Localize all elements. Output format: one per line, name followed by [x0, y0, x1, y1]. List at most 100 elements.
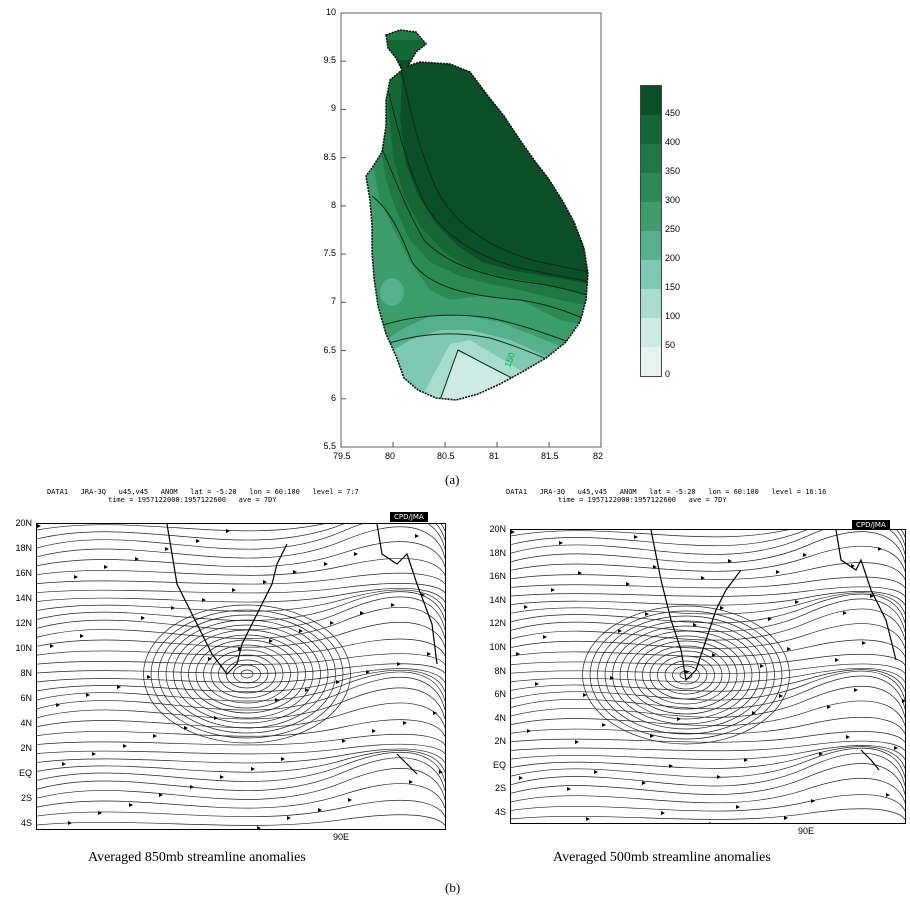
lat-label: 20N [15, 518, 32, 528]
vortex-ring [642, 645, 730, 705]
flow-arrow [117, 685, 121, 689]
flow-arrow [184, 726, 188, 730]
left-streamline-plot [36, 523, 446, 830]
lat-label: 18N [489, 547, 506, 558]
flow-arrow [752, 711, 756, 715]
vortex-ring [195, 639, 299, 709]
streamline [511, 530, 905, 538]
streamline [37, 719, 445, 737]
colorbar-cell [641, 231, 661, 260]
streamline [37, 541, 445, 568]
streamline [511, 808, 905, 820]
left-cpd-badge: CPD/JMA [390, 512, 428, 522]
streamline [511, 586, 905, 597]
flow-arrow [397, 662, 401, 666]
flow-arrow [74, 575, 78, 579]
colorbar-label: 50 [665, 340, 676, 350]
streamline [511, 593, 905, 624]
flow-arrow [190, 785, 194, 789]
flow-arrow [878, 547, 882, 551]
streamline [37, 558, 445, 576]
flow-arrow [56, 703, 60, 707]
vortex-ring [165, 619, 329, 729]
streamline [511, 745, 905, 760]
coastline [365, 29, 589, 401]
lat-label: 2N [20, 743, 32, 753]
flow-arrow [661, 811, 665, 815]
flow-arrow [511, 530, 515, 534]
flow-arrow [870, 594, 874, 598]
flow-arrow [336, 680, 340, 684]
flow-arrow [153, 734, 157, 738]
streamline [37, 669, 445, 693]
flow-arrow [701, 576, 705, 580]
flow-arrow [415, 534, 419, 538]
lat-label: EQ [492, 759, 506, 770]
streamline [511, 675, 905, 710]
y-tick-label: 7 [330, 296, 336, 307]
lat-label: 6N [20, 693, 32, 703]
streamline [511, 591, 905, 606]
flow-arrow [287, 816, 291, 820]
flow-arrow [776, 570, 780, 574]
flow-arrow [669, 764, 673, 768]
streamline [511, 716, 905, 735]
streamline [511, 663, 905, 674]
lat-label: 4S [20, 818, 32, 828]
y-tick-label: 10 [325, 7, 336, 17]
streamline [37, 748, 445, 764]
contour-label: 150 [502, 351, 517, 369]
streamline [511, 639, 905, 658]
streamline [37, 783, 445, 809]
vortex-ring [672, 665, 700, 685]
streamline [511, 545, 905, 572]
right-lon-label: 90E [798, 826, 815, 836]
flow-arrow [171, 606, 175, 610]
flow-arrow [360, 611, 364, 615]
flow-arrow [653, 565, 657, 569]
flow-arrow [787, 647, 791, 651]
streamline [37, 757, 445, 791]
flow-arrow [330, 621, 334, 625]
lat-label: 8N [20, 668, 32, 678]
flow-arrow [275, 698, 279, 702]
x-tick-label: 80 [385, 451, 396, 461]
flow-arrow [819, 752, 823, 756]
flow-arrow [165, 547, 169, 551]
flow-arrow [535, 682, 539, 686]
y-tick-label: 6 [330, 392, 336, 403]
vortex-ring [210, 649, 284, 699]
lat-label: 4N [20, 718, 32, 728]
y-tick-label: 5.5 [323, 441, 336, 451]
flow-arrow [835, 658, 839, 662]
flow-arrow [427, 652, 431, 656]
flow-arrow [760, 664, 764, 668]
flow-arrow [123, 744, 127, 748]
right-header-line2: time = 1957122000:1957122600 ave = 7DY [558, 496, 727, 504]
flow-arrow [342, 739, 346, 743]
streamline [37, 638, 445, 657]
vortex-ring [158, 614, 336, 734]
x-tick-label: 80.5 [437, 451, 455, 461]
lat-label: 14N [15, 593, 32, 603]
streamline [37, 663, 445, 674]
flow-arrow [226, 529, 230, 533]
flow-arrow [403, 721, 407, 725]
streamline [511, 753, 905, 787]
flow-arrow [135, 557, 139, 561]
flow-arrow [827, 705, 831, 709]
colorbar-cell [641, 86, 661, 115]
lat-label: 8N [494, 665, 506, 676]
flow-arrow [720, 606, 724, 610]
streamline [511, 562, 905, 580]
streamline [37, 687, 445, 720]
streamline [37, 622, 445, 648]
flow-arrow [894, 746, 898, 750]
flow-arrow [50, 644, 54, 648]
y-tick-label: 9.5 [323, 55, 336, 66]
y-tick-label: 8.5 [323, 151, 336, 162]
flow-arrow [645, 612, 649, 616]
left-header-line1: DATA1 JRA-3Q u45,v45 ANOM lat = -5:20 lo… [47, 488, 359, 496]
lat-label: 16N [489, 571, 506, 582]
streamline [511, 623, 905, 649]
